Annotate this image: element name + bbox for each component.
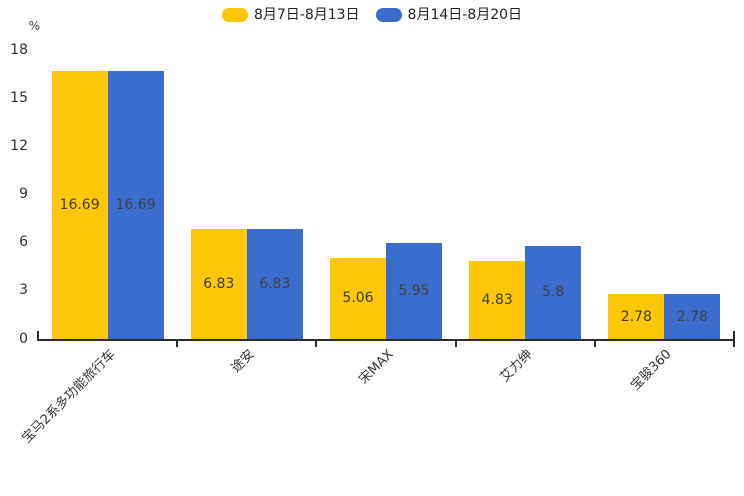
legend-label: 8月14日-8月20日: [407, 7, 523, 23]
chart-legend: 8月7日-8月13日 8月14日-8月20日: [0, 7, 744, 23]
y-tick-label: 12: [10, 137, 28, 154]
x-axis-tick: [454, 341, 457, 347]
bar-series2-宝马2系多功能旅行车: [107, 71, 164, 339]
y-tick-label: 18: [10, 41, 28, 58]
bar-value-label: 6.83: [203, 276, 235, 293]
x-category-label: 途安: [228, 347, 258, 377]
x-axis-tick: [593, 341, 596, 347]
bar-value-label: 5.95: [398, 283, 430, 300]
bar-value-label: 6.83: [259, 276, 291, 293]
legend-item-series2[interactable]: 8月14日-8月20日: [375, 7, 523, 23]
bar-value-label: 5.8: [542, 284, 565, 301]
bar-value-label: 4.83: [481, 292, 513, 309]
axis-end-stub: [37, 331, 39, 339]
y-tick-label: 15: [10, 89, 28, 106]
legend-swatch-icon: [375, 8, 402, 22]
legend-swatch-icon: [221, 8, 248, 22]
bar-value-label: 16.69: [115, 197, 156, 214]
y-tick-label: 6: [19, 234, 28, 251]
bar-value-label: 2.78: [676, 308, 708, 325]
x-axis-line: [37, 339, 735, 341]
y-tick-label: 0: [19, 330, 28, 347]
x-axis-tick: [315, 341, 318, 347]
x-axis-tick: [733, 341, 735, 347]
y-tick-label: 9: [19, 186, 28, 202]
x-category-label: 宝马2系多功能旅行车: [19, 347, 119, 447]
bar-series1-途安: [190, 229, 247, 339]
bar-series1-艾力绅: [469, 261, 526, 339]
x-category-label: 宋MAX: [356, 347, 397, 388]
legend-item-series1[interactable]: 8月7日-8月13日: [221, 7, 360, 23]
legend-label: 8月7日-8月13日: [253, 7, 360, 23]
bar-series2-途安: [246, 229, 303, 339]
x-category-label: 宝骏360: [628, 347, 675, 394]
y-axis-unit-label: %: [28, 19, 40, 33]
y-tick-label: 3: [19, 282, 28, 299]
bar-series2-宋MAX: [386, 243, 442, 339]
bar-series1-宝骏360: [608, 294, 665, 339]
bar-value-label: 16.69: [59, 197, 100, 214]
bar-series1-宝马2系多功能旅行车: [51, 71, 108, 339]
x-axis-tick: [176, 341, 179, 347]
bar-series2-宝骏360: [664, 294, 721, 339]
bar-value-label: 5.06: [342, 290, 374, 307]
x-category-label: 艾力绅: [497, 347, 536, 386]
axis-end-stub: [733, 331, 735, 339]
bar-value-label: 2.78: [620, 308, 652, 325]
bar-series2-艾力绅: [525, 245, 582, 339]
bar-series1-宋MAX: [330, 257, 386, 339]
